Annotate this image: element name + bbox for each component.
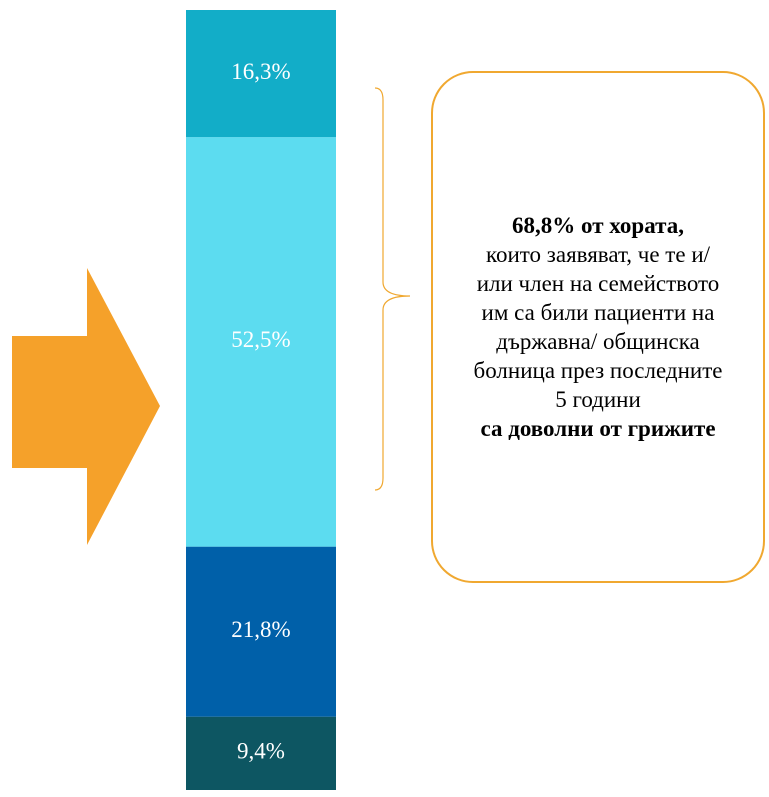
value-label: 21,8%	[231, 617, 290, 642]
arrow	[12, 268, 160, 545]
bar-segment	[186, 137, 336, 547]
bar-segment	[186, 10, 336, 138]
value-label: 52,5%	[231, 327, 290, 352]
callout-bold-top: 68,8% от хората,	[512, 213, 684, 238]
value-label: 16,3%	[231, 59, 290, 84]
value-label: 9,4%	[237, 739, 285, 764]
callout: 68,8% от хората, които заявяват, че те и…	[431, 71, 765, 583]
brace	[374, 87, 411, 491]
bar-segment	[186, 716, 336, 790]
callout-body: които заявяват, че те и/или член на семе…	[473, 242, 723, 412]
bar-segment	[186, 546, 336, 717]
callout-bold-bottom: са доволни от грижите	[480, 416, 716, 441]
